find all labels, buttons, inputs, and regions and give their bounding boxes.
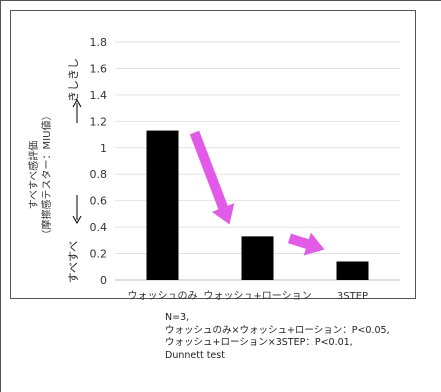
y-tick-label: 0.2 xyxy=(90,248,108,261)
down-arrow-head xyxy=(72,215,82,225)
plot-frame-top xyxy=(10,10,416,11)
axis-note-top: きしきし xyxy=(67,58,80,102)
bars xyxy=(146,130,369,280)
axis-note-bottom: すべすべ xyxy=(67,241,80,283)
frame-left-border xyxy=(0,0,1,392)
y-tick-label: 1.6 xyxy=(90,62,108,75)
note-line-4: Dunnett test xyxy=(165,349,225,361)
y-tick-label: 0.6 xyxy=(90,195,108,208)
y-tick-label: 1.2 xyxy=(90,115,108,128)
y-tick-label: 1.8 xyxy=(90,36,108,49)
y-axis-title-line-1: すべすべ感評価 xyxy=(27,141,40,210)
note-line-3: ウォッシュ+ローション×3STEP：P<0.01, xyxy=(165,337,353,348)
y-axis-title-line-2: （摩擦感テスター：MIU値） xyxy=(40,111,53,240)
trend-arrows xyxy=(189,130,325,256)
y-tick-label: 0.4 xyxy=(90,221,108,234)
y-axis-title: すべすべ感評価 （摩擦感テスター：MIU値） xyxy=(27,111,53,240)
trend-arrow xyxy=(287,232,325,256)
bar xyxy=(241,236,274,280)
bar xyxy=(146,130,179,280)
trend-arrow xyxy=(189,130,235,225)
plot-frame-left xyxy=(10,10,11,298)
note-line-2: ウォッシュのみ×ウォッシュ+ローション：P<0.05, xyxy=(165,324,390,336)
note-line-1: N=3, xyxy=(165,312,190,323)
category-label: 3STEP xyxy=(337,291,368,302)
y-tick-label: 0.8 xyxy=(90,168,108,181)
category-labels: ウォッシュのみ ウォッシュ+ローション 3STEP xyxy=(128,290,369,302)
y-tick-label: 1 xyxy=(100,142,107,155)
category-label: ウォッシュのみ xyxy=(128,290,198,302)
bar xyxy=(336,261,369,280)
plot-frame-bottom xyxy=(10,298,416,299)
up-arrow-head xyxy=(72,98,82,108)
frame-top-border xyxy=(0,0,441,1)
y-tick-label: 0 xyxy=(100,274,107,287)
y-tick-labels: 0 0.2 0.4 0.6 0.8 1 1.2 1.4 1.6 1.8 xyxy=(90,36,108,287)
statistics-notes: N=3, ウォッシュのみ×ウォッシュ+ローション：P<0.05, ウォッシュ+ロ… xyxy=(165,312,390,362)
plot-frame-right xyxy=(415,10,416,298)
category-label: ウォッシュ+ローション xyxy=(203,290,311,302)
y-tick-label: 1.4 xyxy=(90,89,108,102)
